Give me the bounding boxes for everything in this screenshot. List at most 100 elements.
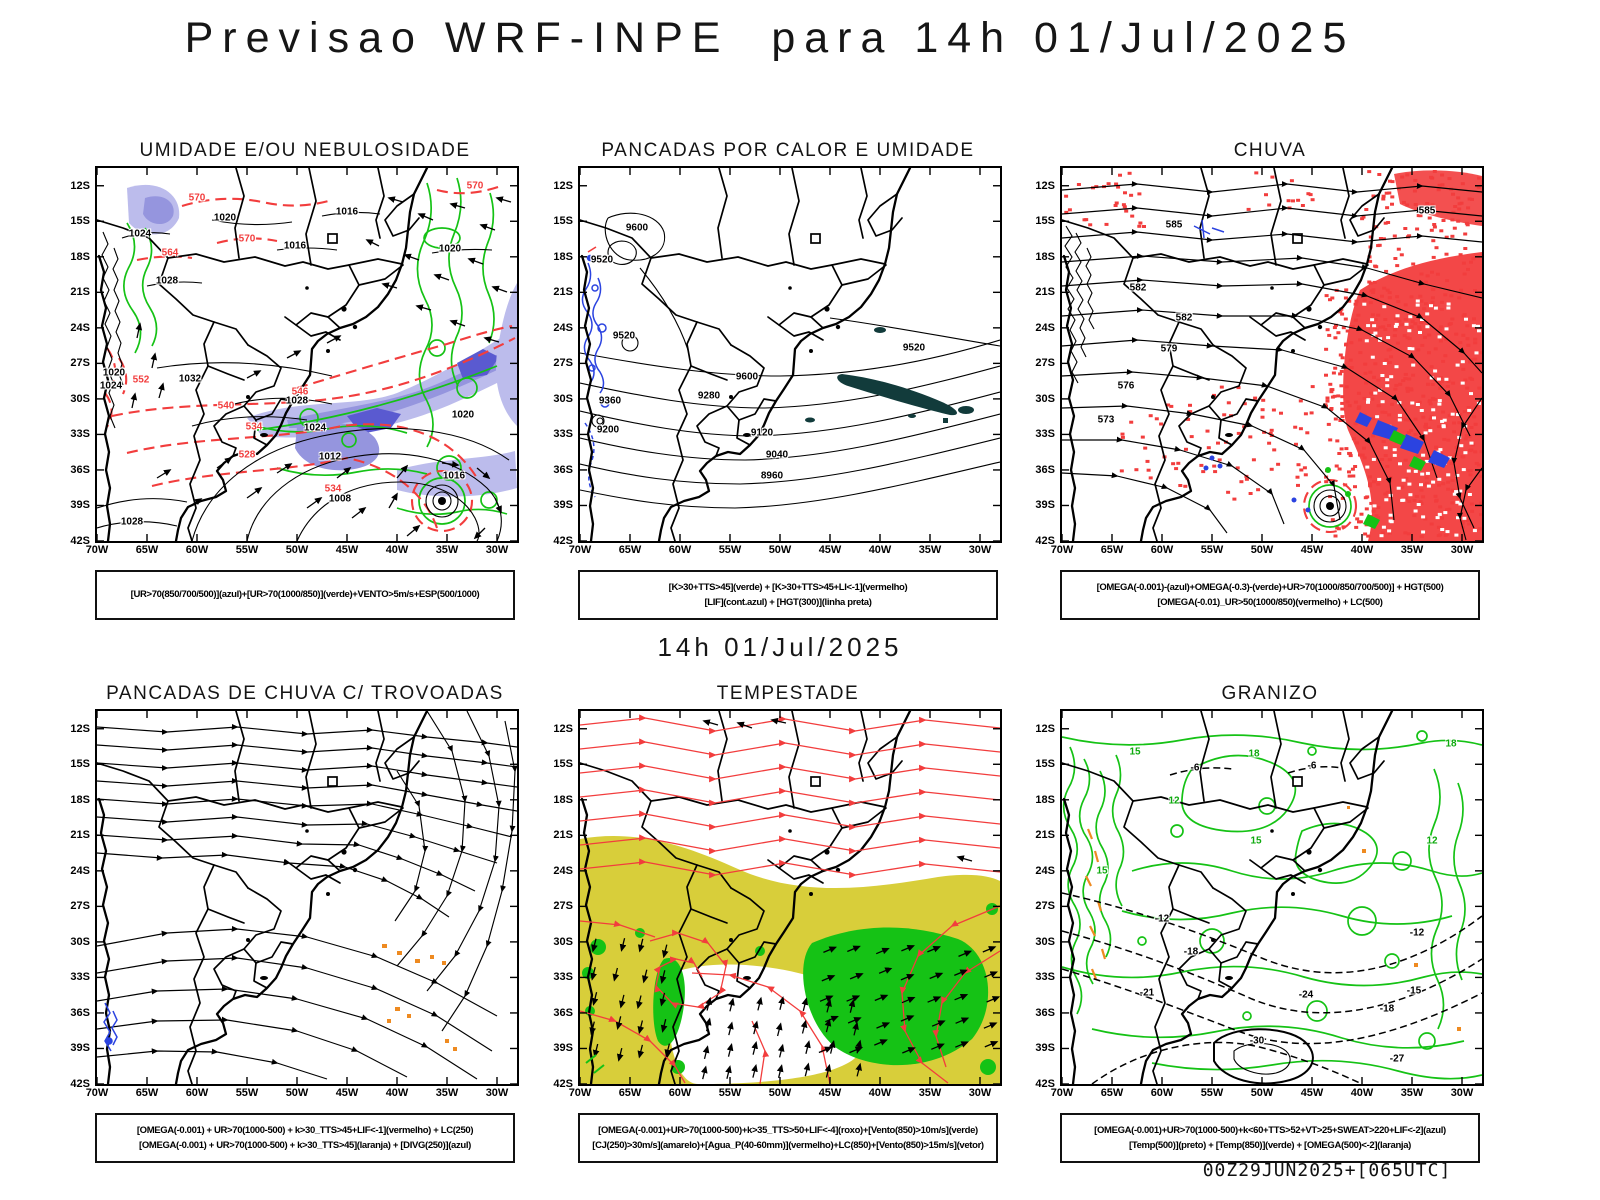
lon-tick-label: 65W: [1100, 544, 1124, 556]
panel-tempestade: TEMPESTADE 12S 15S 18S 21S 24S 27S 30S 33S 36S 39…: [542, 683, 1002, 1163]
lon-tick-label: 70W: [568, 1087, 592, 1099]
lat-tick-label: 30S: [1035, 935, 1055, 948]
lat-tick-label: 24S: [70, 321, 90, 334]
lat-tick-label: 15S: [70, 758, 90, 771]
lat-tick-label: 30S: [70, 392, 90, 405]
lon-tick-label: 70W: [568, 544, 592, 556]
lon-tick-label: 50W: [285, 544, 309, 556]
lat-tick-label: 21S: [70, 286, 90, 299]
lat-axis: 12S 15S 18S 21S 24S 27S 30S 33S 36S 39S 42S: [1024, 709, 1060, 1090]
footer-stamp: 00Z29JUN2025+[065UTC]: [1202, 1160, 1452, 1181]
map-art-tempestade: [580, 711, 1000, 1084]
lon-tick-label: 40W: [1350, 1087, 1374, 1099]
lat-tick-label: 24S: [553, 321, 573, 334]
caption-line: [OMEGA(-0.001) + UR>70(1000-500) + k>30_…: [136, 1124, 474, 1136]
lon-tick-label: 65W: [135, 1087, 159, 1099]
map-frame: 9600 9520 9520 9600 9520 9360 9280 9200 9120 9040…: [578, 166, 1002, 543]
lon-tick-label: 45W: [818, 544, 842, 556]
lon-tick-label: 60W: [185, 544, 209, 556]
lon-tick-label: 30W: [968, 544, 992, 556]
lat-tick-label: 15S: [553, 215, 573, 228]
lon-tick-label: 65W: [135, 544, 159, 556]
panel-title: PANCADAS DE CHUVA C/ TROVOADAS: [106, 683, 504, 704]
caption-line: [K>30+TTS>45](verde) + [K>30+TTS>45+LI<-…: [668, 581, 908, 593]
map-art-chuva: [1062, 168, 1482, 541]
lon-tick-label: 55W: [718, 544, 742, 556]
lat-tick-label: 27S: [1035, 357, 1055, 370]
lon-tick-label: 55W: [718, 1087, 742, 1099]
map-art-granizo: [1062, 711, 1482, 1084]
lat-tick-label: 18S: [70, 250, 90, 263]
panel-granizo: GRANIZO 12S 15S 18S 21S 24S 27S 30S 33S 36S 39S 42…: [1024, 683, 1484, 1163]
map-frame: 570 570 570 564 552 546 540 534 528 534 1020 1016 10…: [95, 166, 519, 543]
lat-tick-label: 27S: [1035, 900, 1055, 913]
caption-box: [OMEGA(-0.001)+UR>70(1000-500)+k>35_TTS>…: [578, 1113, 998, 1163]
lon-tick-label: 55W: [235, 544, 259, 556]
lon-tick-label: 60W: [668, 1087, 692, 1099]
lat-tick-label: 36S: [70, 463, 90, 476]
lat-tick-label: 30S: [553, 935, 573, 948]
map-frame: 15 18 18 12 15 12 15 -6 -6 -12 -12 -15 -18 -18 -21 -24-…: [1060, 709, 1484, 1086]
lat-tick-label: 39S: [70, 499, 90, 512]
lon-tick-label: 35W: [1400, 1087, 1424, 1099]
lon-axis: 70W 65W 60W 55W 50W 45W 40W 35W 30W: [86, 543, 519, 560]
panel-title: UMIDADE E/OU NEBULOSIDADE: [139, 140, 471, 161]
lat-tick-label: 12S: [553, 722, 573, 735]
lat-tick-label: 36S: [553, 1006, 573, 1019]
panel-title: CHUVA: [1233, 140, 1307, 161]
lon-tick-label: 60W: [668, 544, 692, 556]
lat-tick-label: 33S: [1035, 428, 1055, 441]
caption-box: [K>30+TTS>45](verde) + [K>30+TTS>45+LI<-…: [578, 570, 998, 620]
caption-box: [OMEGA(-0.001)-(azul)+OMEGA(-0.3)-(verde…: [1060, 570, 1480, 620]
lat-tick-label: 24S: [1035, 321, 1055, 334]
caption-line: [Temp(500)](preto) + [Temp(850)](verde) …: [1129, 1140, 1411, 1151]
lon-tick-label: 30W: [1450, 1087, 1474, 1099]
lat-tick-label: 27S: [70, 900, 90, 913]
lon-tick-label: 40W: [868, 544, 892, 556]
lat-axis: 12S 15S 18S 21S 24S 27S 30S 33S 36S 39S 42S: [542, 166, 578, 547]
lat-tick-label: 39S: [553, 1042, 573, 1055]
lat-tick-label: 30S: [553, 392, 573, 405]
lat-tick-label: 21S: [553, 286, 573, 299]
lon-tick-label: 70W: [85, 544, 109, 556]
lon-tick-label: 45W: [1300, 1087, 1324, 1099]
lat-tick-label: 42S: [553, 535, 573, 547]
lon-tick-label: 35W: [435, 1087, 459, 1099]
lon-tick-label: 70W: [85, 1087, 109, 1099]
lon-tick-label: 35W: [435, 544, 459, 556]
map-art-umidade: [97, 168, 517, 541]
lat-tick-label: 12S: [70, 179, 90, 192]
lat-tick-label: 24S: [70, 864, 90, 877]
lat-tick-label: 15S: [1035, 215, 1055, 228]
lon-tick-label: 45W: [335, 1087, 359, 1099]
map-frame: 585 585 582 582 579 576 573: [1060, 166, 1484, 543]
lat-tick-label: 12S: [553, 179, 573, 192]
lat-tick-label: 36S: [1035, 1006, 1055, 1019]
lat-axis: 12S 15S 18S 21S 24S 27S 30S 33S 36S 39S 42S: [542, 709, 578, 1090]
lat-tick-label: 24S: [553, 864, 573, 877]
lon-tick-label: 40W: [868, 1087, 892, 1099]
lon-tick-label: 30W: [485, 544, 509, 556]
lat-tick-label: 27S: [553, 900, 573, 913]
lon-tick-label: 65W: [618, 1087, 642, 1099]
lon-tick-label: 50W: [768, 1087, 792, 1099]
caption-line: [OMEGA(-0.001)-(azul)+OMEGA(-0.3)-(verde…: [1096, 581, 1444, 593]
lon-tick-label: 40W: [385, 1087, 409, 1099]
lat-tick-label: 24S: [1035, 864, 1055, 877]
lat-tick-label: 27S: [70, 357, 90, 370]
lon-axis: 70W 65W 60W 55W 50W 45W 40W 35W 30W: [86, 1086, 519, 1103]
panel-title: GRANIZO: [1221, 683, 1319, 704]
lon-tick-label: 65W: [1100, 1087, 1124, 1099]
lat-tick-label: 21S: [1035, 286, 1055, 299]
lon-tick-label: 50W: [1250, 1087, 1274, 1099]
lat-tick-label: 33S: [70, 428, 90, 441]
lat-tick-label: 15S: [553, 758, 573, 771]
lon-tick-label: 45W: [1300, 544, 1324, 556]
lat-tick-label: 42S: [1035, 535, 1055, 547]
lon-tick-label: 30W: [968, 1087, 992, 1099]
map-art-pancadas-calor: [580, 168, 1000, 541]
lat-tick-label: 12S: [1035, 179, 1055, 192]
lon-tick-label: 35W: [918, 1087, 942, 1099]
panel-title: TEMPESTADE: [716, 683, 860, 704]
